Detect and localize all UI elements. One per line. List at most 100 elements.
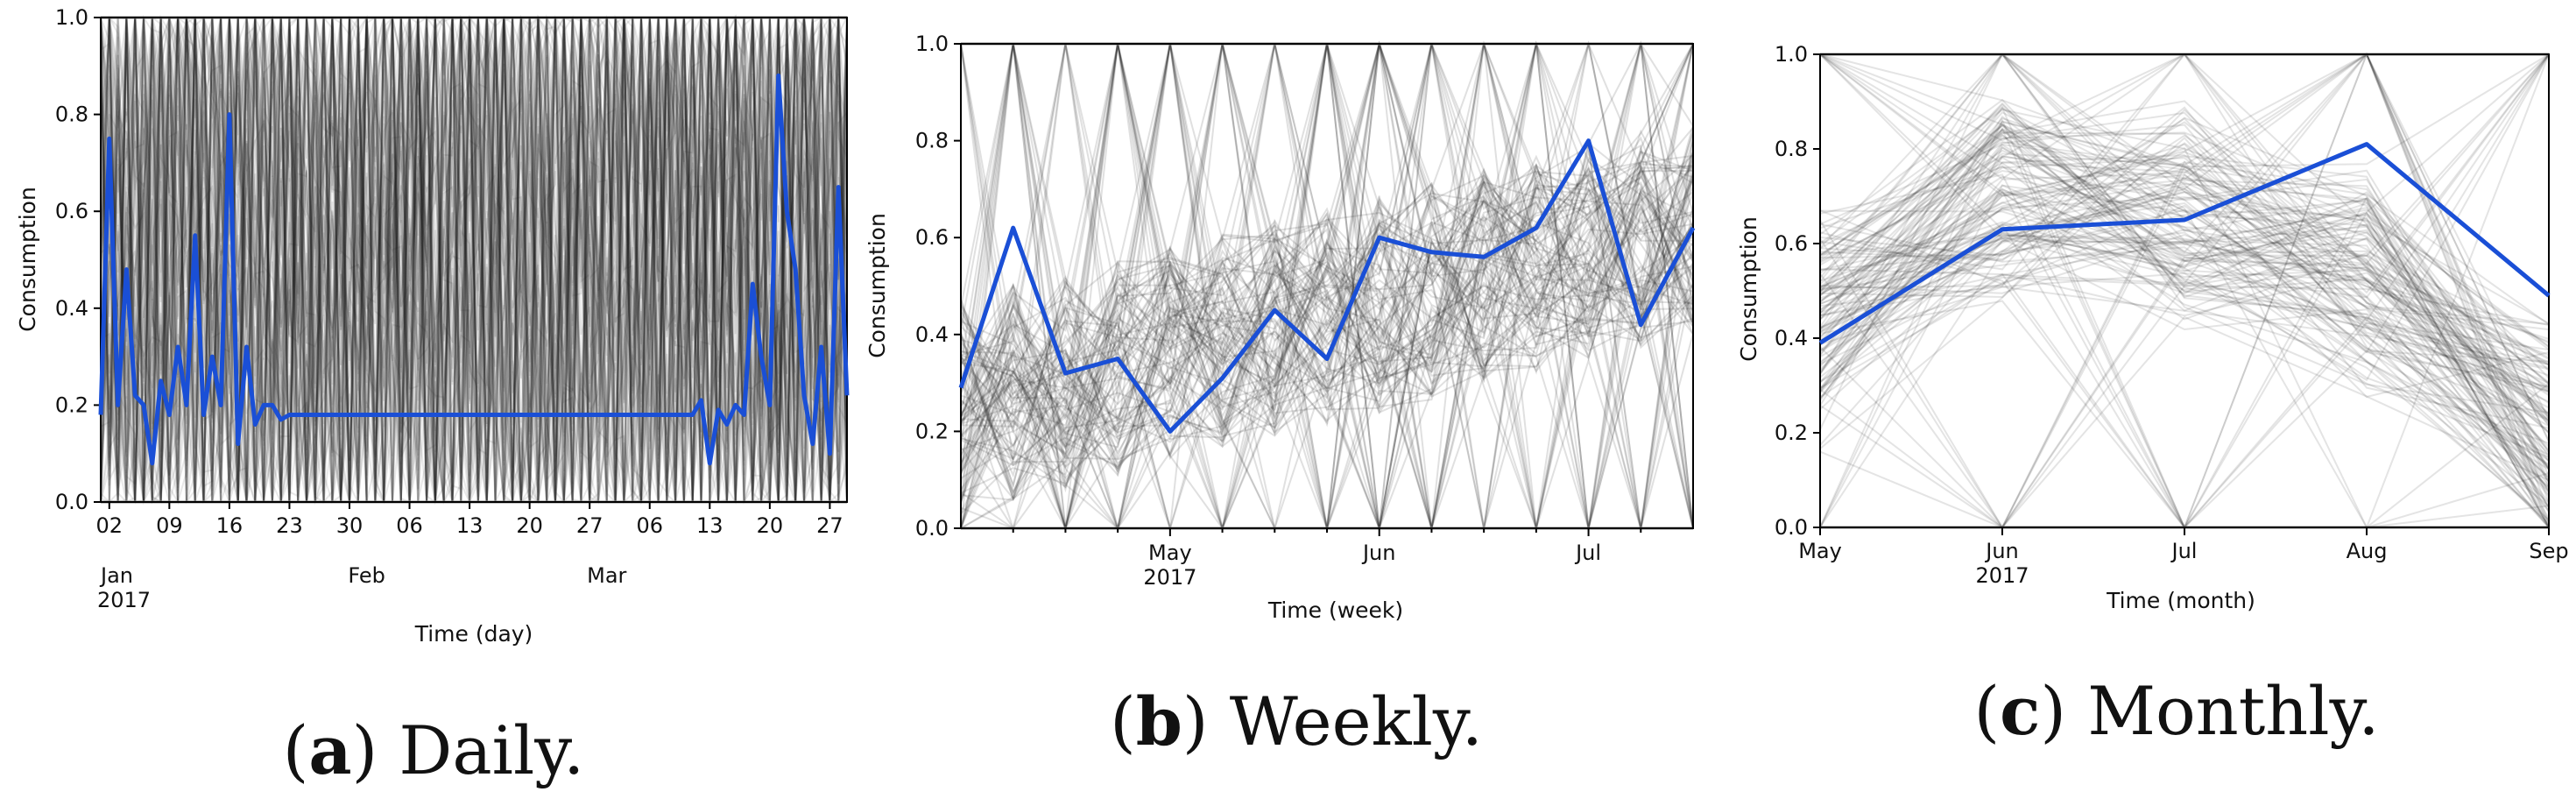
weekly-background-series (960, 43, 1694, 461)
monthly-background-series (1819, 185, 2550, 364)
monthly-background-series (1819, 175, 2550, 399)
monthly-background-series (1819, 117, 2550, 385)
weekly-background-series (960, 196, 1694, 531)
weekly-y-axis: 0.0 0.2 0.4 0.6 0.8 1.0 (915, 32, 961, 541)
daily-highlight-line (98, 73, 850, 466)
daily-background-series (100, 17, 848, 503)
daily-background-series (100, 17, 848, 503)
daily-background-series (100, 16, 848, 504)
weekly-background-series (960, 218, 1694, 532)
monthly-background-series (1819, 53, 2550, 272)
weekly-caption: (b) Weekly. (1110, 682, 1483, 760)
daily-xtick-month-label: Feb (348, 563, 385, 588)
daily-background-series (100, 15, 848, 503)
weekly-background-series (961, 43, 1694, 529)
monthly-background-series (1819, 207, 2550, 453)
weekly-background-series (960, 43, 1694, 530)
monthly-background-series (1819, 102, 2550, 405)
monthly-background-series (1819, 111, 2550, 529)
monthly-background-series (1819, 190, 2550, 507)
daily-background-series (100, 17, 848, 503)
monthly-background-series (1819, 53, 2550, 434)
weekly-background-series (960, 43, 1694, 531)
daily-y-axis: 0.0 0.2 0.4 0.6 0.8 1.0 (55, 5, 101, 514)
daily-background-lines (100, 14, 848, 506)
monthly-background-series (1819, 53, 2550, 382)
monthly-background-series (1819, 161, 2550, 384)
monthly-background-series (1819, 141, 2550, 433)
weekly-background-series (960, 138, 1694, 529)
weekly-background-series (960, 144, 1694, 529)
weekly-background-series (960, 43, 1694, 529)
monthly-background-series (1819, 156, 2550, 419)
monthly-background-series (1819, 123, 2550, 357)
monthly-background-series (1819, 107, 2550, 458)
weekly-background-series (960, 40, 1694, 532)
monthly-background-series (1819, 202, 2550, 462)
weekly-ytick-label: 1.0 (915, 32, 949, 56)
monthly-xtick-label: May (1798, 539, 1842, 563)
monthly-background-series (1819, 239, 2550, 396)
weekly-background-series (960, 166, 1694, 461)
daily-background-series (100, 16, 848, 503)
monthly-background-series (1819, 237, 2550, 529)
monthly-background-series (1819, 53, 2550, 528)
weekly-background-series (960, 43, 1694, 529)
monthly-xtick-label: Jul (2170, 539, 2198, 563)
monthly-background-series (1819, 53, 2550, 434)
weekly-background-series (960, 195, 1694, 500)
monthly-ylabel: Consumption (1736, 216, 1761, 362)
monthly-background-series (1819, 214, 2550, 522)
monthly-background-series (1819, 124, 2550, 366)
daily-ytick-label: 0.2 (55, 392, 88, 417)
weekly-highlight-line (958, 138, 1696, 434)
monthly-background-series (1819, 53, 2550, 430)
weekly-background-series (960, 43, 1694, 496)
weekly-ytick-label: 0.8 (915, 129, 949, 153)
monthly-background-series (1819, 190, 2550, 522)
daily-background-series (100, 15, 848, 505)
monthly-background-series (1819, 233, 2550, 326)
monthly-background-series (1819, 53, 2550, 470)
weekly-background-series (960, 43, 1694, 531)
weekly-background-series (960, 132, 1694, 532)
monthly-background-series (1819, 53, 2550, 392)
weekly-background-series (960, 43, 1694, 529)
daily-background-series (100, 17, 848, 504)
monthly-background-series (1819, 109, 2550, 496)
monthly-ytick-label: 0.8 (1775, 137, 1808, 161)
daily-background-series (100, 14, 848, 503)
monthly-background-series (1819, 151, 2550, 492)
weekly-background-series (960, 43, 1694, 493)
weekly-background-series (960, 170, 1694, 414)
daily-background-series (100, 17, 848, 503)
weekly-background-series (960, 40, 1694, 428)
monthly-background-series (1819, 177, 2550, 483)
monthly-background-series (1819, 53, 2550, 322)
weekly-background-series (960, 129, 1694, 473)
weekly-background-series (960, 43, 1694, 529)
daily-background-series (100, 17, 848, 504)
weekly-background-series (960, 40, 1694, 490)
weekly-background-series (960, 43, 1694, 529)
daily-background-series (100, 15, 848, 503)
daily-background-series (100, 17, 848, 503)
daily-xtick-label: 23 (276, 513, 303, 538)
daily-xlabel: Time (day) (414, 621, 533, 647)
monthly-background-series (1819, 154, 2550, 479)
monthly-background-series (1819, 225, 2550, 487)
daily-background-series (100, 15, 848, 503)
monthly-background-series (1819, 202, 2550, 350)
monthly-background-series (1819, 231, 2550, 426)
weekly-background-series (960, 40, 1694, 532)
daily-background-series (100, 16, 848, 503)
monthly-background-series (1819, 124, 2550, 504)
weekly-caption-text: Weekly. (1230, 682, 1483, 760)
weekly-background-series (960, 43, 1694, 529)
monthly-background-series (1819, 285, 2550, 529)
monthly-background-series (1819, 181, 2550, 414)
weekly-background-series (960, 164, 1694, 476)
monthly-background-series (1819, 117, 2550, 483)
daily-caption-text: Daily. (399, 711, 584, 789)
daily-xtick-label: 13 (456, 513, 483, 538)
